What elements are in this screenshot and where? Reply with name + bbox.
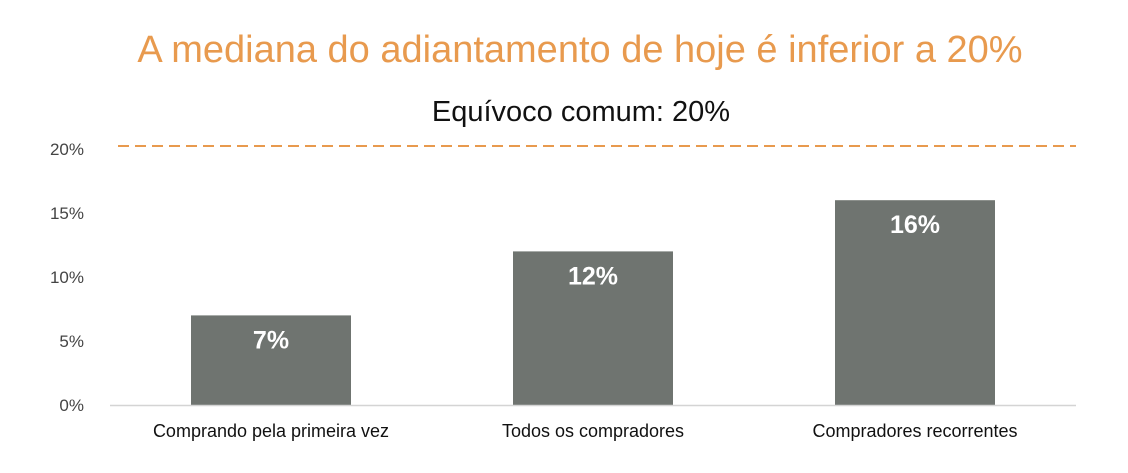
bar <box>513 251 673 405</box>
x-tick-label: Compradores recorrentes <box>812 421 1017 441</box>
bar <box>835 200 995 405</box>
x-axis: Comprando pela primeira vez Todos os comp… <box>110 404 1076 441</box>
x-tick-label: Comprando pela primeira vez <box>153 421 389 441</box>
y-tick-label: 20% <box>50 140 84 159</box>
data-label: 12% <box>568 262 618 290</box>
y-tick-label: 0% <box>59 396 84 415</box>
reference-line-group: Equívoco comum: 20% <box>118 96 1076 147</box>
y-tick-label: 10% <box>50 268 84 287</box>
bars: 7% 12% 16% <box>191 200 995 405</box>
bar <box>191 315 351 405</box>
data-label: 16% <box>890 211 940 239</box>
y-tick-label: 15% <box>50 204 84 223</box>
x-tick-label: Todos os compradores <box>502 421 684 441</box>
y-tick-label: 5% <box>59 332 84 351</box>
chart-title: A mediana do adiantamento de hoje é infe… <box>137 29 1023 71</box>
reference-line-label: Equívoco comum: 20% <box>432 96 730 128</box>
y-axis: 0% 5% 10% 15% 20% <box>50 140 84 415</box>
data-label: 7% <box>253 326 289 354</box>
